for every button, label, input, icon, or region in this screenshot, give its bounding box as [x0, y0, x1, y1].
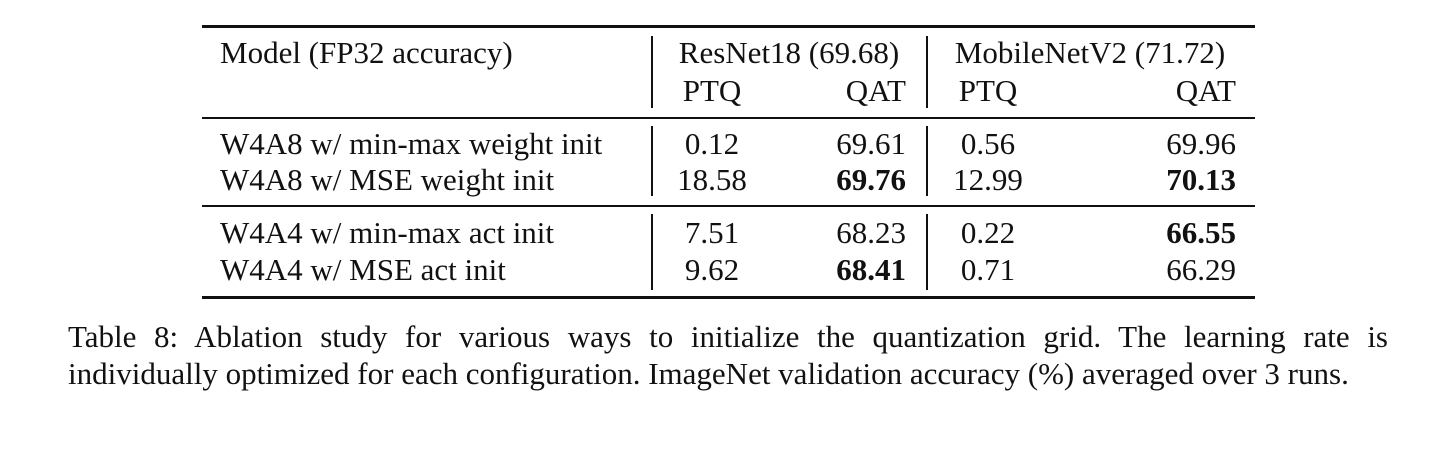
cell-value: 12.99	[953, 162, 1023, 197]
header-qat: QAT	[1175, 73, 1236, 108]
cell-value: 69.61	[836, 126, 906, 161]
header-group-mobilenetv2: MobileNetV2 (71.72)	[954, 35, 1226, 70]
cell-value: 0.22	[960, 215, 1016, 250]
results-table: Model (FP32 accuracy) ResNet18 (69.68) M…	[202, 25, 1255, 299]
table-caption: Table 8: Ablation study for various ways…	[68, 319, 1388, 391]
col-separator	[926, 126, 928, 196]
header-group-resnet18: ResNet18 (69.68)	[678, 35, 900, 70]
cell-value-bold: 66.55	[1166, 215, 1236, 250]
top-rule	[202, 25, 1255, 28]
cell-value-bold: 69.76	[836, 162, 906, 197]
cell-value: 0.71	[960, 252, 1016, 287]
cell-value-bold: 70.13	[1166, 162, 1236, 197]
cell-value: 0.56	[960, 126, 1016, 161]
cell-value: 69.96	[1166, 126, 1236, 161]
cell-value-bold: 68.41	[836, 252, 906, 287]
row-label: W4A8 w/ min-max weight init	[220, 126, 603, 161]
row-label: W4A8 w/ MSE weight init	[220, 162, 555, 197]
header-ptq: PTQ	[958, 73, 1018, 108]
col-separator	[651, 126, 653, 196]
mid-rule-2	[202, 205, 1255, 207]
col-separator	[651, 214, 653, 290]
cell-value: 0.12	[684, 126, 740, 161]
row-label: W4A4 w/ MSE act init	[220, 252, 506, 287]
col-separator	[651, 36, 653, 108]
cell-value: 68.23	[836, 215, 906, 250]
mid-rule-1	[202, 117, 1255, 119]
col-separator	[926, 36, 928, 108]
cell-value: 66.29	[1166, 252, 1236, 287]
cell-value: 9.62	[684, 252, 740, 287]
col-separator	[926, 214, 928, 290]
header-model: Model (FP32 accuracy)	[220, 35, 513, 70]
header-ptq: PTQ	[682, 73, 742, 108]
cell-value: 18.58	[677, 162, 747, 197]
cell-value: 7.51	[684, 215, 740, 250]
bottom-rule	[202, 296, 1255, 299]
header-qat: QAT	[845, 73, 906, 108]
row-label: W4A4 w/ min-max act init	[220, 215, 555, 250]
